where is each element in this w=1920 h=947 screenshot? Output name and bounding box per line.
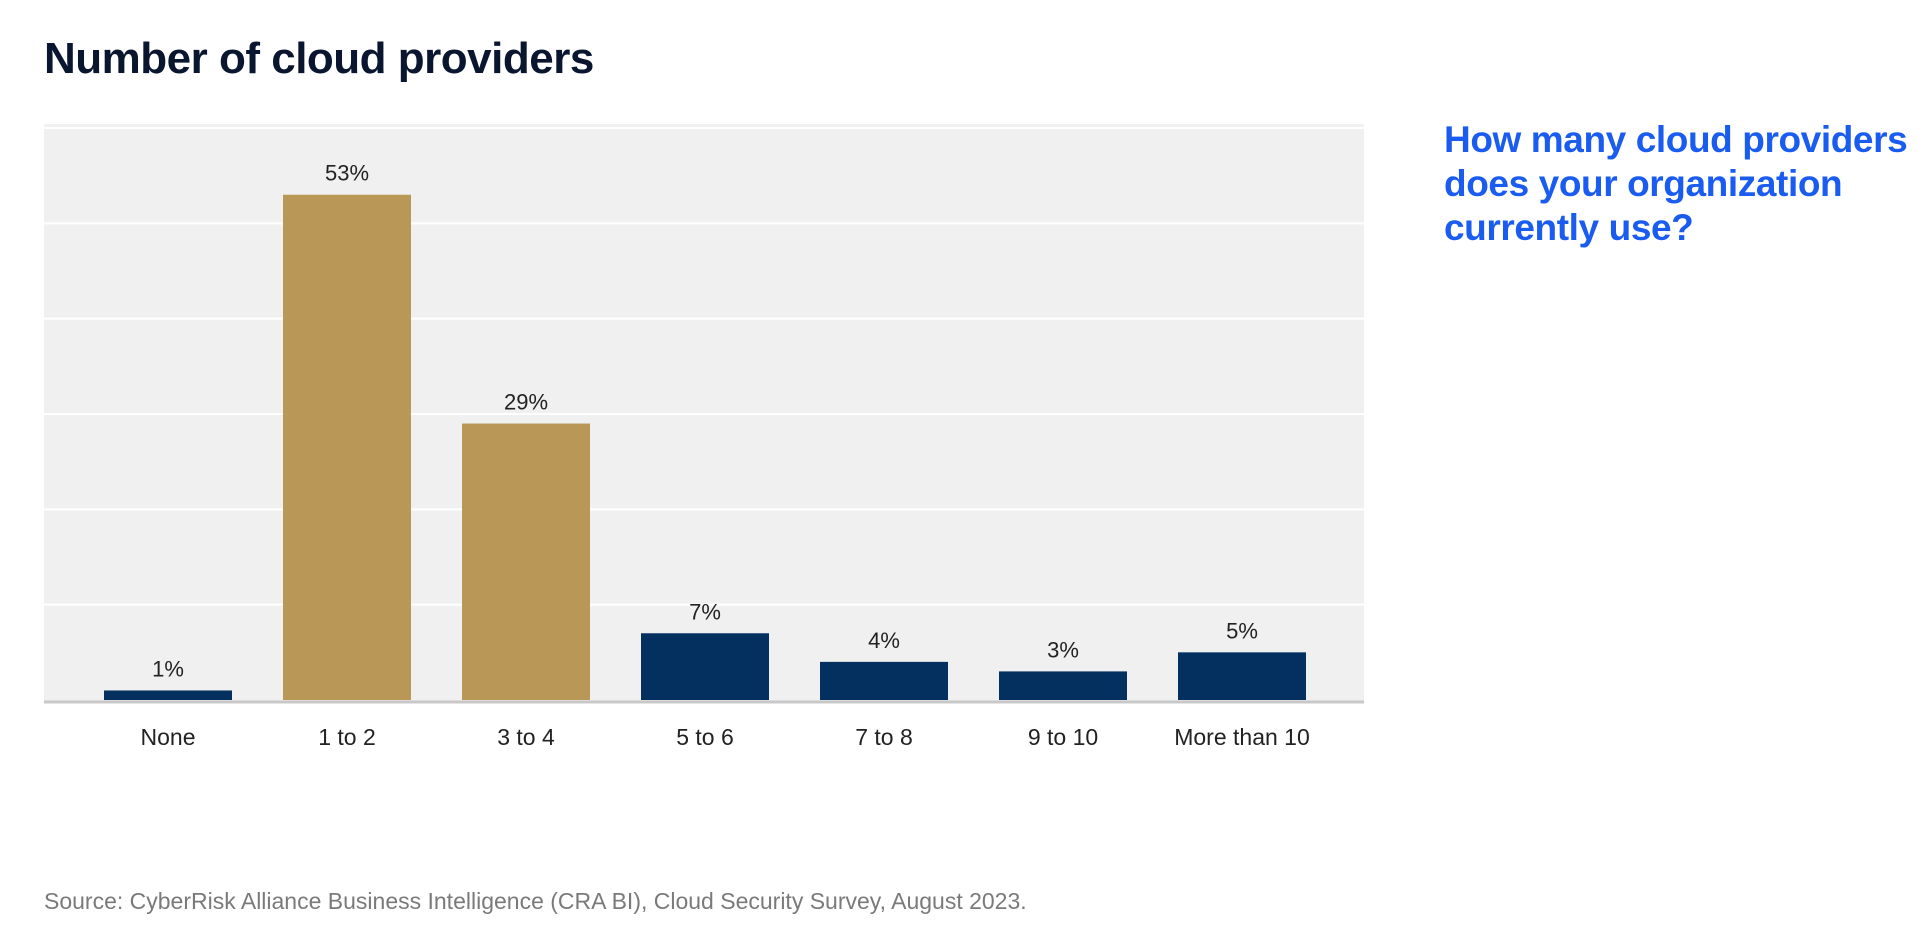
bar-3-to-4: [462, 423, 590, 700]
value-labels: 1% 53% 29% 7% 4% 3% 5%: [152, 161, 1258, 682]
x-tick-label: 3 to 4: [497, 724, 555, 750]
chart-title: Number of cloud providers: [44, 34, 594, 83]
question-text: How many cloud providers does your organ…: [1444, 119, 1908, 248]
value-label: 53%: [325, 161, 369, 186]
x-tick-label: 9 to 10: [1028, 724, 1098, 750]
x-tick-label: 5 to 6: [676, 724, 734, 750]
bar-5-to-6: [641, 633, 769, 700]
bars: [104, 194, 1306, 700]
value-label: 29%: [504, 390, 548, 415]
x-tick-label: 7 to 8: [855, 724, 913, 750]
bar-more-than-10: [1178, 652, 1306, 700]
bar-1-to-2: [283, 194, 411, 700]
x-tick-label: None: [141, 724, 196, 750]
x-tick-labels: None 1 to 2 3 to 4 5 to 6 7 to 8 9 to 10 More …: [141, 724, 1310, 750]
value-label: 7%: [689, 599, 721, 624]
value-label: 5%: [1226, 618, 1258, 643]
gridlines: [44, 127, 1364, 606]
bar-7-to-8: [820, 661, 948, 700]
x-tick-label: 1 to 2: [318, 724, 376, 750]
source-note: Source: CyberRisk Alliance Business Inte…: [44, 888, 1027, 914]
bar-none: [104, 690, 232, 700]
value-label: 1%: [152, 656, 184, 681]
value-label: 4%: [868, 628, 900, 653]
value-label: 3%: [1047, 637, 1079, 662]
x-tick-label: More than 10: [1174, 724, 1310, 750]
bar-9-to-10: [999, 671, 1127, 700]
